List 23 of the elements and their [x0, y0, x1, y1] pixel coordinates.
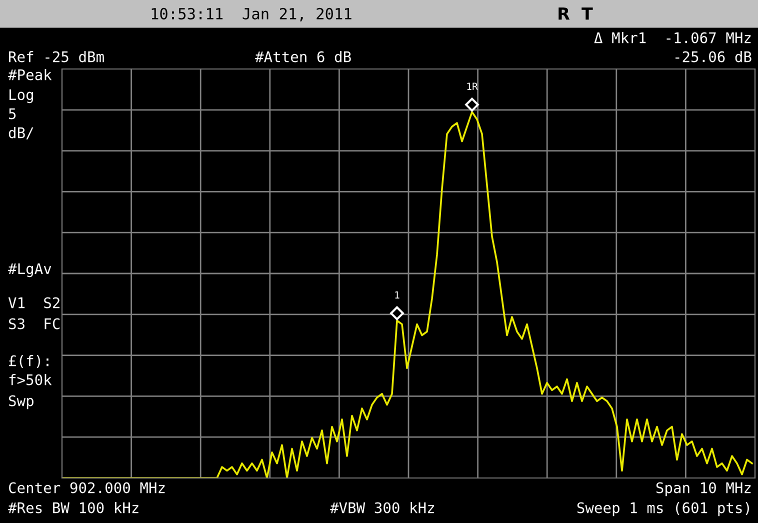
text: S3 FC — [8, 318, 60, 330]
chart-title: 10:53:11 Jan 21, 2011 — [152, 8, 352, 22]
text: Sweep 1 ms (601 pts) — [577, 502, 749, 516]
text: Δ Mkr1 -1.067 MHz — [594, 32, 751, 44]
text: £(f): — [8, 354, 48, 368]
text: f>50k — [9, 374, 52, 386]
text: #LgAv — [8, 263, 52, 278]
text: -25.06 dB — [676, 50, 752, 62]
text: Swp — [8, 395, 34, 410]
text: Span 10 MHz — [656, 482, 751, 496]
text: 1R — [467, 82, 478, 90]
chart-subtitle: R T — [558, 7, 593, 20]
text: dB/ — [8, 126, 34, 140]
text: 5 — [9, 108, 16, 120]
text: Ref -25 dBm — [9, 50, 104, 62]
text: #Res BW 100 kHz — [8, 502, 138, 514]
annotation: 1 — [395, 291, 400, 298]
text: Log — [10, 89, 33, 104]
text: #VBW 300 kHz — [330, 502, 434, 514]
text: #Atten 6 dB — [255, 50, 351, 62]
text: V1 S2 — [8, 297, 60, 308]
text: Center 902.000 MHz — [8, 482, 165, 494]
text: #Peak — [8, 68, 52, 80]
